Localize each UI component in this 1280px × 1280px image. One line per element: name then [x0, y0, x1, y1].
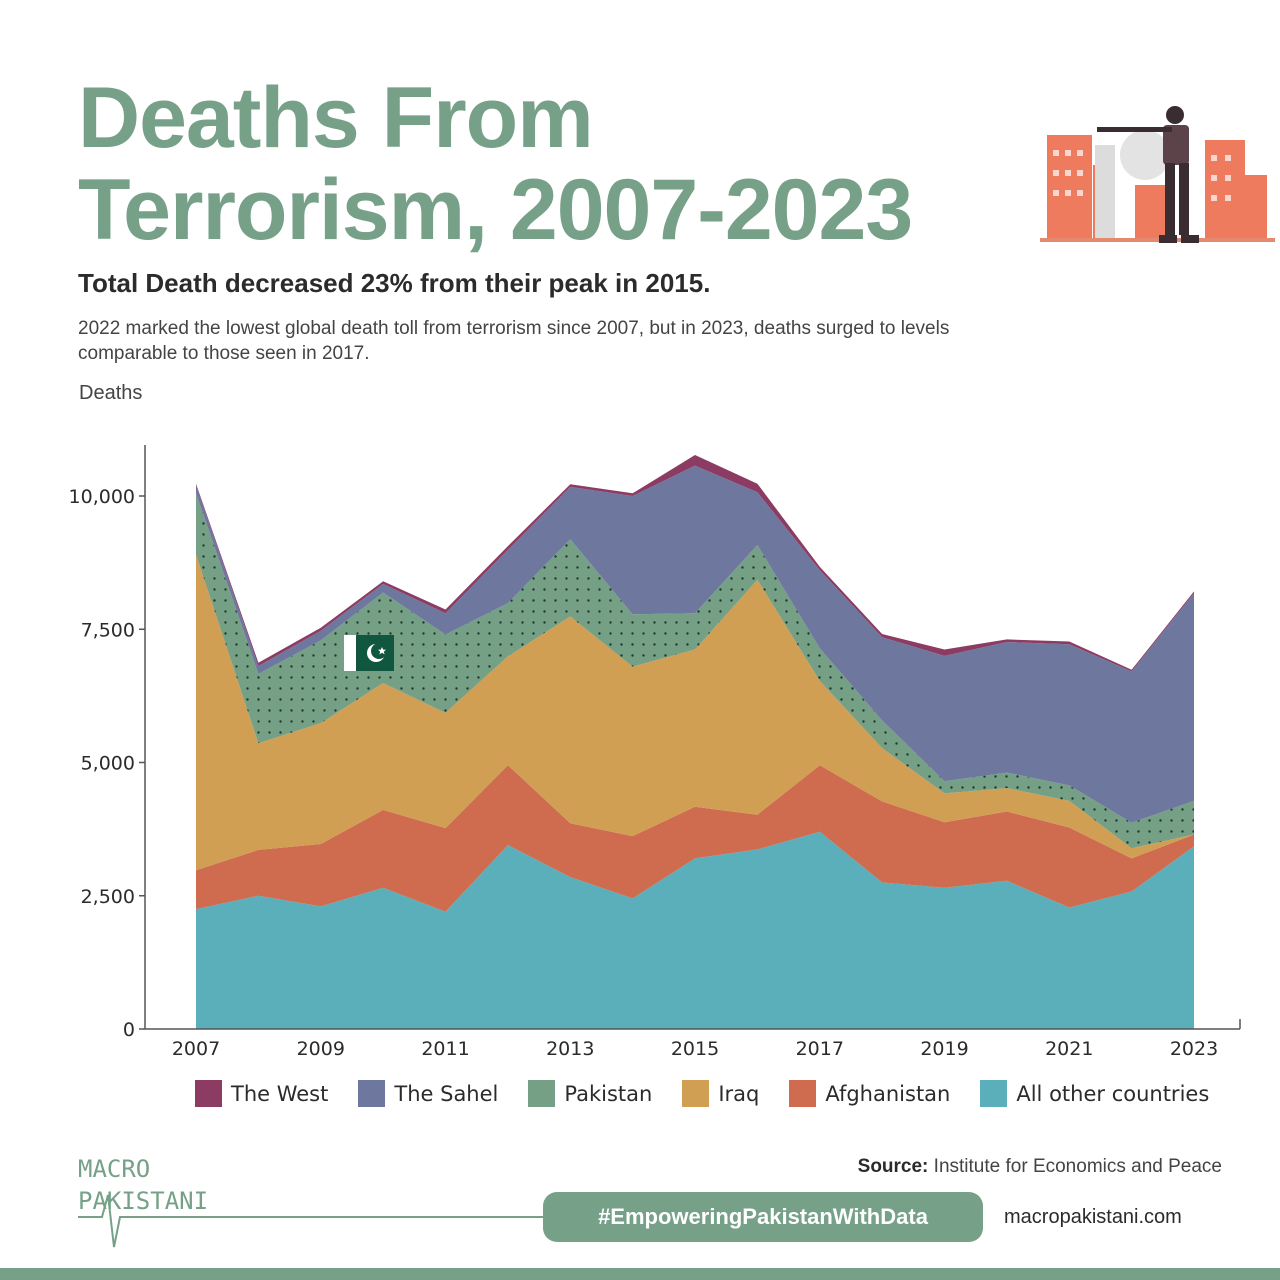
legend-item-all-other-countries: All other countries [980, 1080, 1209, 1107]
legend-swatch [980, 1080, 1008, 1107]
legend-label: The West [231, 1081, 329, 1106]
legend-swatch [528, 1080, 556, 1107]
page-title: Deaths From Terrorism, 2007-2023 [78, 70, 913, 258]
legend-label: All other countries [1016, 1081, 1210, 1106]
footer-connector-line [218, 1216, 543, 1218]
y-tick-labels: 0 2,500 5,000 7,500 10,000 [69, 486, 135, 1041]
source-note: Source: Institute for Economics and Peac… [858, 1156, 1222, 1178]
legend-swatch [789, 1080, 817, 1107]
area-iraq [196, 554, 1194, 871]
x-tick-label: 2007 [172, 1038, 220, 1060]
y-axis-label: Deaths [79, 382, 143, 404]
soldier-ruined-city-illustration [1040, 106, 1275, 243]
stacked-areas [196, 455, 1194, 1029]
legend-item-the-sahel: The Sahel [358, 1080, 498, 1107]
area-all-other-countries [196, 831, 1194, 1029]
source-text: Institute for Economics and Peace [933, 1156, 1222, 1177]
legend-item-iraq: Iraq [682, 1080, 759, 1107]
x-tick-label: 2009 [297, 1038, 345, 1060]
y-tick-label: 7,500 [81, 619, 135, 641]
legend-item-pakistan: Pakistan [528, 1080, 652, 1107]
legend-label: Iraq [718, 1081, 760, 1106]
smoke [1120, 130, 1170, 180]
y-tick-label: 2,500 [81, 886, 135, 908]
hashtag-badge: #EmpoweringPakistanWithData [543, 1192, 983, 1242]
legend-swatch [682, 1080, 710, 1107]
x-tick-label: 2013 [546, 1038, 594, 1060]
axes [139, 445, 1241, 1030]
y-tick-label: 5,000 [81, 753, 135, 775]
x-tick-label: 2015 [671, 1038, 719, 1060]
x-tick-label: 2023 [1170, 1038, 1218, 1060]
title-line-1: Deaths From [78, 70, 594, 166]
ground [1040, 238, 1275, 242]
building-windows [1053, 150, 1231, 201]
area-pakistan-dot-pattern [196, 493, 1194, 849]
legend-item-afghanistan: Afghanistan [789, 1080, 950, 1107]
legend-item-the-west: The West [195, 1080, 328, 1107]
logo-text-macro: MACRO [78, 1155, 150, 1183]
legend-label: Pakistan [564, 1081, 653, 1106]
pakistan-flag-icon [344, 635, 394, 671]
y-tick-label: 10,000 [69, 486, 135, 508]
legend-label: The Sahel [394, 1081, 499, 1106]
source-label: Source: [857, 1156, 929, 1177]
x-tick-label: 2021 [1045, 1038, 1093, 1060]
legend-label: Afghanistan [825, 1081, 951, 1106]
y-tick-label: 0 [123, 1019, 135, 1041]
area-the-sahel [196, 465, 1194, 823]
x-tick-labels: 2007 2009 2011 2013 2015 2017 2019 2021 2023 [172, 1038, 1218, 1060]
description: 2022 marked the lowest global death toll… [78, 318, 950, 364]
legend-swatch [195, 1080, 222, 1107]
chart-legend: The West The Sahel Pakistan Iraq Afghanistan… [195, 1080, 1209, 1107]
bottom-bar [0, 1268, 1280, 1280]
grey-building [1095, 145, 1115, 240]
legend-swatch [358, 1080, 386, 1107]
title-line-2: Terrorism, 2007-2023 [78, 162, 913, 258]
macro-pakistani-logo: MACRO PAKISTANI [78, 1155, 218, 1248]
logo-text-pakistani: PAKISTANI [78, 1187, 208, 1215]
x-tick-label: 2011 [421, 1038, 469, 1060]
subtitle: Total Death decreased 23% from their pea… [78, 268, 711, 298]
x-tick-label: 2019 [920, 1038, 968, 1060]
soldier [1097, 106, 1199, 243]
x-tick-label: 2017 [796, 1038, 844, 1060]
area-afghanistan [196, 765, 1194, 912]
website-link[interactable]: macropakistani.com [1004, 1206, 1182, 1228]
